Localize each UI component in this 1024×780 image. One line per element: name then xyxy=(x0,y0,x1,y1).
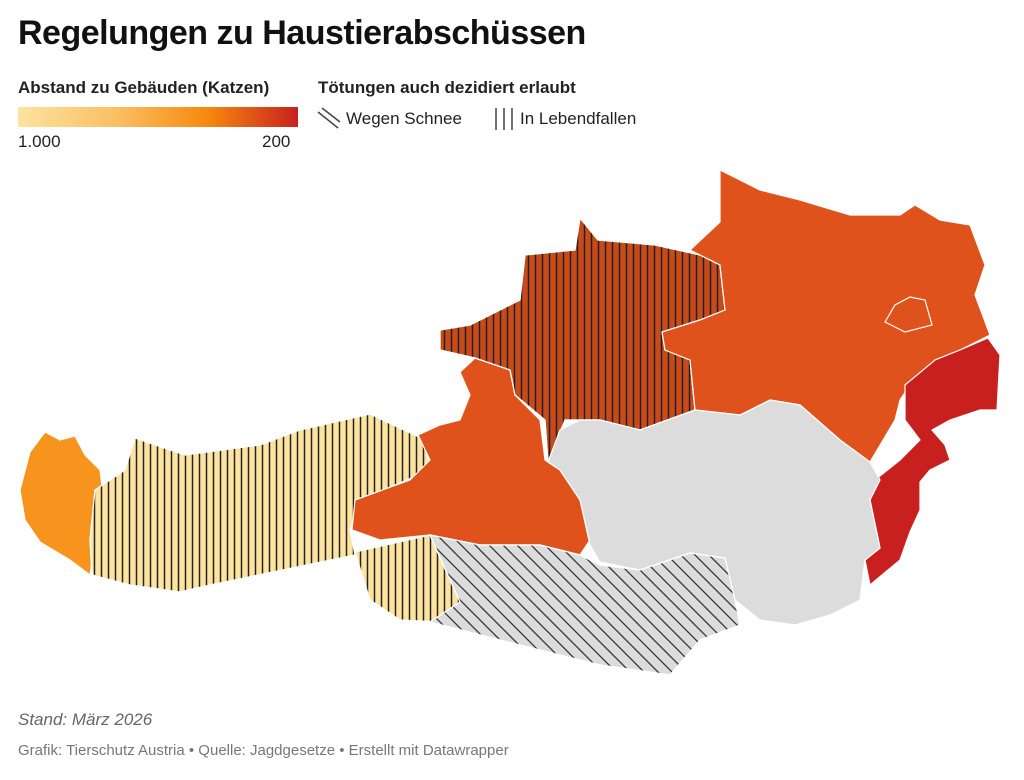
footer-credits: Grafik: Tierschutz Austria • Quelle: Jag… xyxy=(18,742,509,759)
color-gradient xyxy=(18,107,298,127)
region-kaernten xyxy=(428,534,741,676)
region-steiermark xyxy=(547,399,881,626)
pattern-legend-item: Wegen Schnee xyxy=(346,109,462,128)
legend-icon-vert xyxy=(495,108,513,130)
color-legend-title: Abstand zu Gebäuden (Katzen) xyxy=(18,78,270,97)
legend-icon-diag xyxy=(317,107,341,129)
title: Regelungen zu Haustierabschüssen xyxy=(18,14,586,52)
region-tirol xyxy=(89,413,461,623)
footer-note: Stand: März 2026 xyxy=(18,710,153,729)
pattern-legend-item: In Lebendfallen xyxy=(520,109,637,128)
pattern-legend-title: Tötungen auch dezidiert erlaubt xyxy=(318,78,576,97)
region-wien xyxy=(884,296,933,333)
legend-min-label: 1.000 xyxy=(18,132,61,151)
legend-max-label: 200 xyxy=(262,132,291,151)
